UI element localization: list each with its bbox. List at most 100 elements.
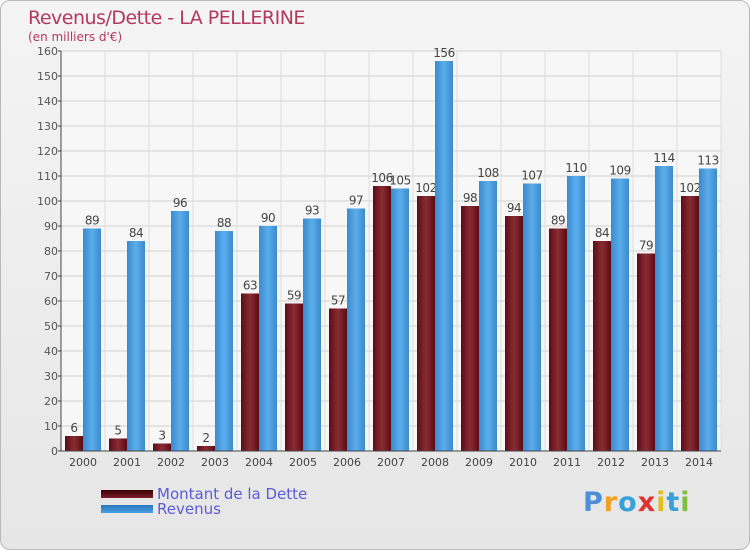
logo-letter: t — [666, 487, 681, 518]
bar-revenus — [303, 218, 321, 451]
data-label-dette: 57 — [331, 294, 345, 308]
bar-dette — [65, 436, 83, 451]
y-tick-label: 80 — [44, 245, 58, 258]
bar-revenus — [435, 61, 453, 451]
bar-revenus — [347, 208, 365, 451]
legend-label-dette: Montant de la Dette — [157, 485, 308, 503]
bar-dette — [637, 253, 655, 451]
data-label-dette: 79 — [639, 239, 653, 253]
bar-dette — [681, 196, 699, 451]
bar-revenus — [567, 176, 585, 451]
data-label-revenus: 109 — [609, 164, 630, 178]
y-tick-label: 120 — [37, 145, 58, 158]
bar-dette — [197, 446, 215, 451]
y-tick-label: 150 — [37, 70, 58, 83]
bar-revenus — [655, 166, 673, 451]
data-label-revenus: 89 — [85, 214, 99, 228]
logo-letter: i — [656, 487, 667, 518]
x-tick-label: 2010 — [509, 456, 537, 469]
y-tick-label: 70 — [44, 270, 58, 283]
bar-dette — [549, 228, 567, 451]
data-label-revenus: 93 — [305, 204, 319, 218]
data-label-revenus: 88 — [217, 216, 231, 230]
legend-swatch-dette — [101, 490, 153, 498]
data-label-revenus: 96 — [173, 196, 187, 210]
y-tick-label: 160 — [37, 45, 58, 58]
x-tick-label: 2009 — [465, 456, 493, 469]
y-tick-label: 90 — [44, 220, 58, 233]
x-tick-label: 2006 — [333, 456, 361, 469]
x-tick-label: 2004 — [245, 456, 273, 469]
bar-revenus — [83, 228, 101, 451]
x-tick-label: 2007 — [377, 456, 405, 469]
y-tick-label: 40 — [44, 345, 58, 358]
data-label-dette: 3 — [158, 429, 165, 443]
bar-revenus — [391, 188, 409, 451]
data-label-revenus: 110 — [565, 161, 586, 175]
data-label-dette: 6 — [70, 421, 77, 435]
bar-revenus — [523, 183, 541, 451]
data-label-revenus: 107 — [521, 169, 542, 183]
data-label-dette: 94 — [507, 201, 521, 215]
proxiti-logo: Proxiti — [583, 487, 691, 518]
y-tick-label: 30 — [44, 370, 58, 383]
bar-dette — [109, 438, 127, 451]
data-label-dette: 63 — [243, 279, 257, 293]
logo-letter: i — [680, 487, 691, 518]
bar-revenus — [479, 181, 497, 451]
data-label-dette: 84 — [595, 226, 609, 240]
data-label-dette: 102 — [679, 181, 700, 195]
bar-revenus — [699, 168, 717, 451]
data-label-dette: 5 — [114, 424, 121, 438]
bar-revenus — [127, 241, 145, 451]
bar-dette — [373, 186, 391, 451]
x-tick-label: 2011 — [553, 456, 581, 469]
data-label-dette: 89 — [551, 214, 565, 228]
data-label-revenus: 90 — [261, 211, 275, 225]
data-label-revenus: 113 — [697, 154, 718, 168]
bar-revenus — [215, 231, 233, 451]
x-tick-label: 2003 — [201, 456, 229, 469]
y-tick-label: 110 — [37, 170, 58, 183]
logo-letter: o — [618, 487, 638, 518]
y-tick-label: 130 — [37, 120, 58, 133]
x-tick-label: 2000 — [69, 456, 97, 469]
bar-dette — [329, 308, 347, 451]
x-tick-label: 2008 — [421, 456, 449, 469]
y-tick-label: 20 — [44, 395, 58, 408]
data-label-revenus: 108 — [477, 166, 498, 180]
data-label-revenus: 97 — [349, 194, 363, 208]
data-label-revenus: 84 — [129, 226, 143, 240]
x-tick-label: 2001 — [113, 456, 141, 469]
chart-subtitle: (en milliers d'€) — [28, 30, 123, 44]
bar-revenus — [259, 226, 277, 451]
legend-label-revenus: Revenus — [157, 500, 221, 518]
x-tick-label: 2002 — [157, 456, 185, 469]
x-tick-label: 2005 — [289, 456, 317, 469]
logo-letter: x — [637, 487, 657, 518]
bar-dette — [241, 293, 259, 451]
chart-title: Revenus/Dette - LA PELLERINE — [28, 7, 305, 29]
x-tick-label: 2012 — [597, 456, 625, 469]
data-label-revenus: 105 — [389, 174, 410, 188]
bar-dette — [285, 303, 303, 451]
data-label-dette: 98 — [463, 191, 477, 205]
data-label-dette: 2 — [202, 431, 209, 445]
y-tick-label: 100 — [37, 195, 58, 208]
y-tick-label: 10 — [44, 420, 58, 433]
x-tick-label: 2014 — [685, 456, 713, 469]
data-label-dette: 106 — [371, 171, 392, 185]
bar-dette — [461, 206, 479, 451]
x-tick-label: 2013 — [641, 456, 669, 469]
bar-dette — [417, 196, 435, 451]
y-tick-label: 50 — [44, 320, 58, 333]
bar-dette — [505, 216, 523, 451]
data-label-revenus: 114 — [653, 151, 674, 165]
y-tick-label: 0 — [51, 445, 58, 458]
data-label-dette: 59 — [287, 289, 301, 303]
legend-swatch-revenus — [101, 505, 153, 513]
logo-letter: P — [583, 487, 604, 518]
bar-dette — [153, 443, 171, 451]
